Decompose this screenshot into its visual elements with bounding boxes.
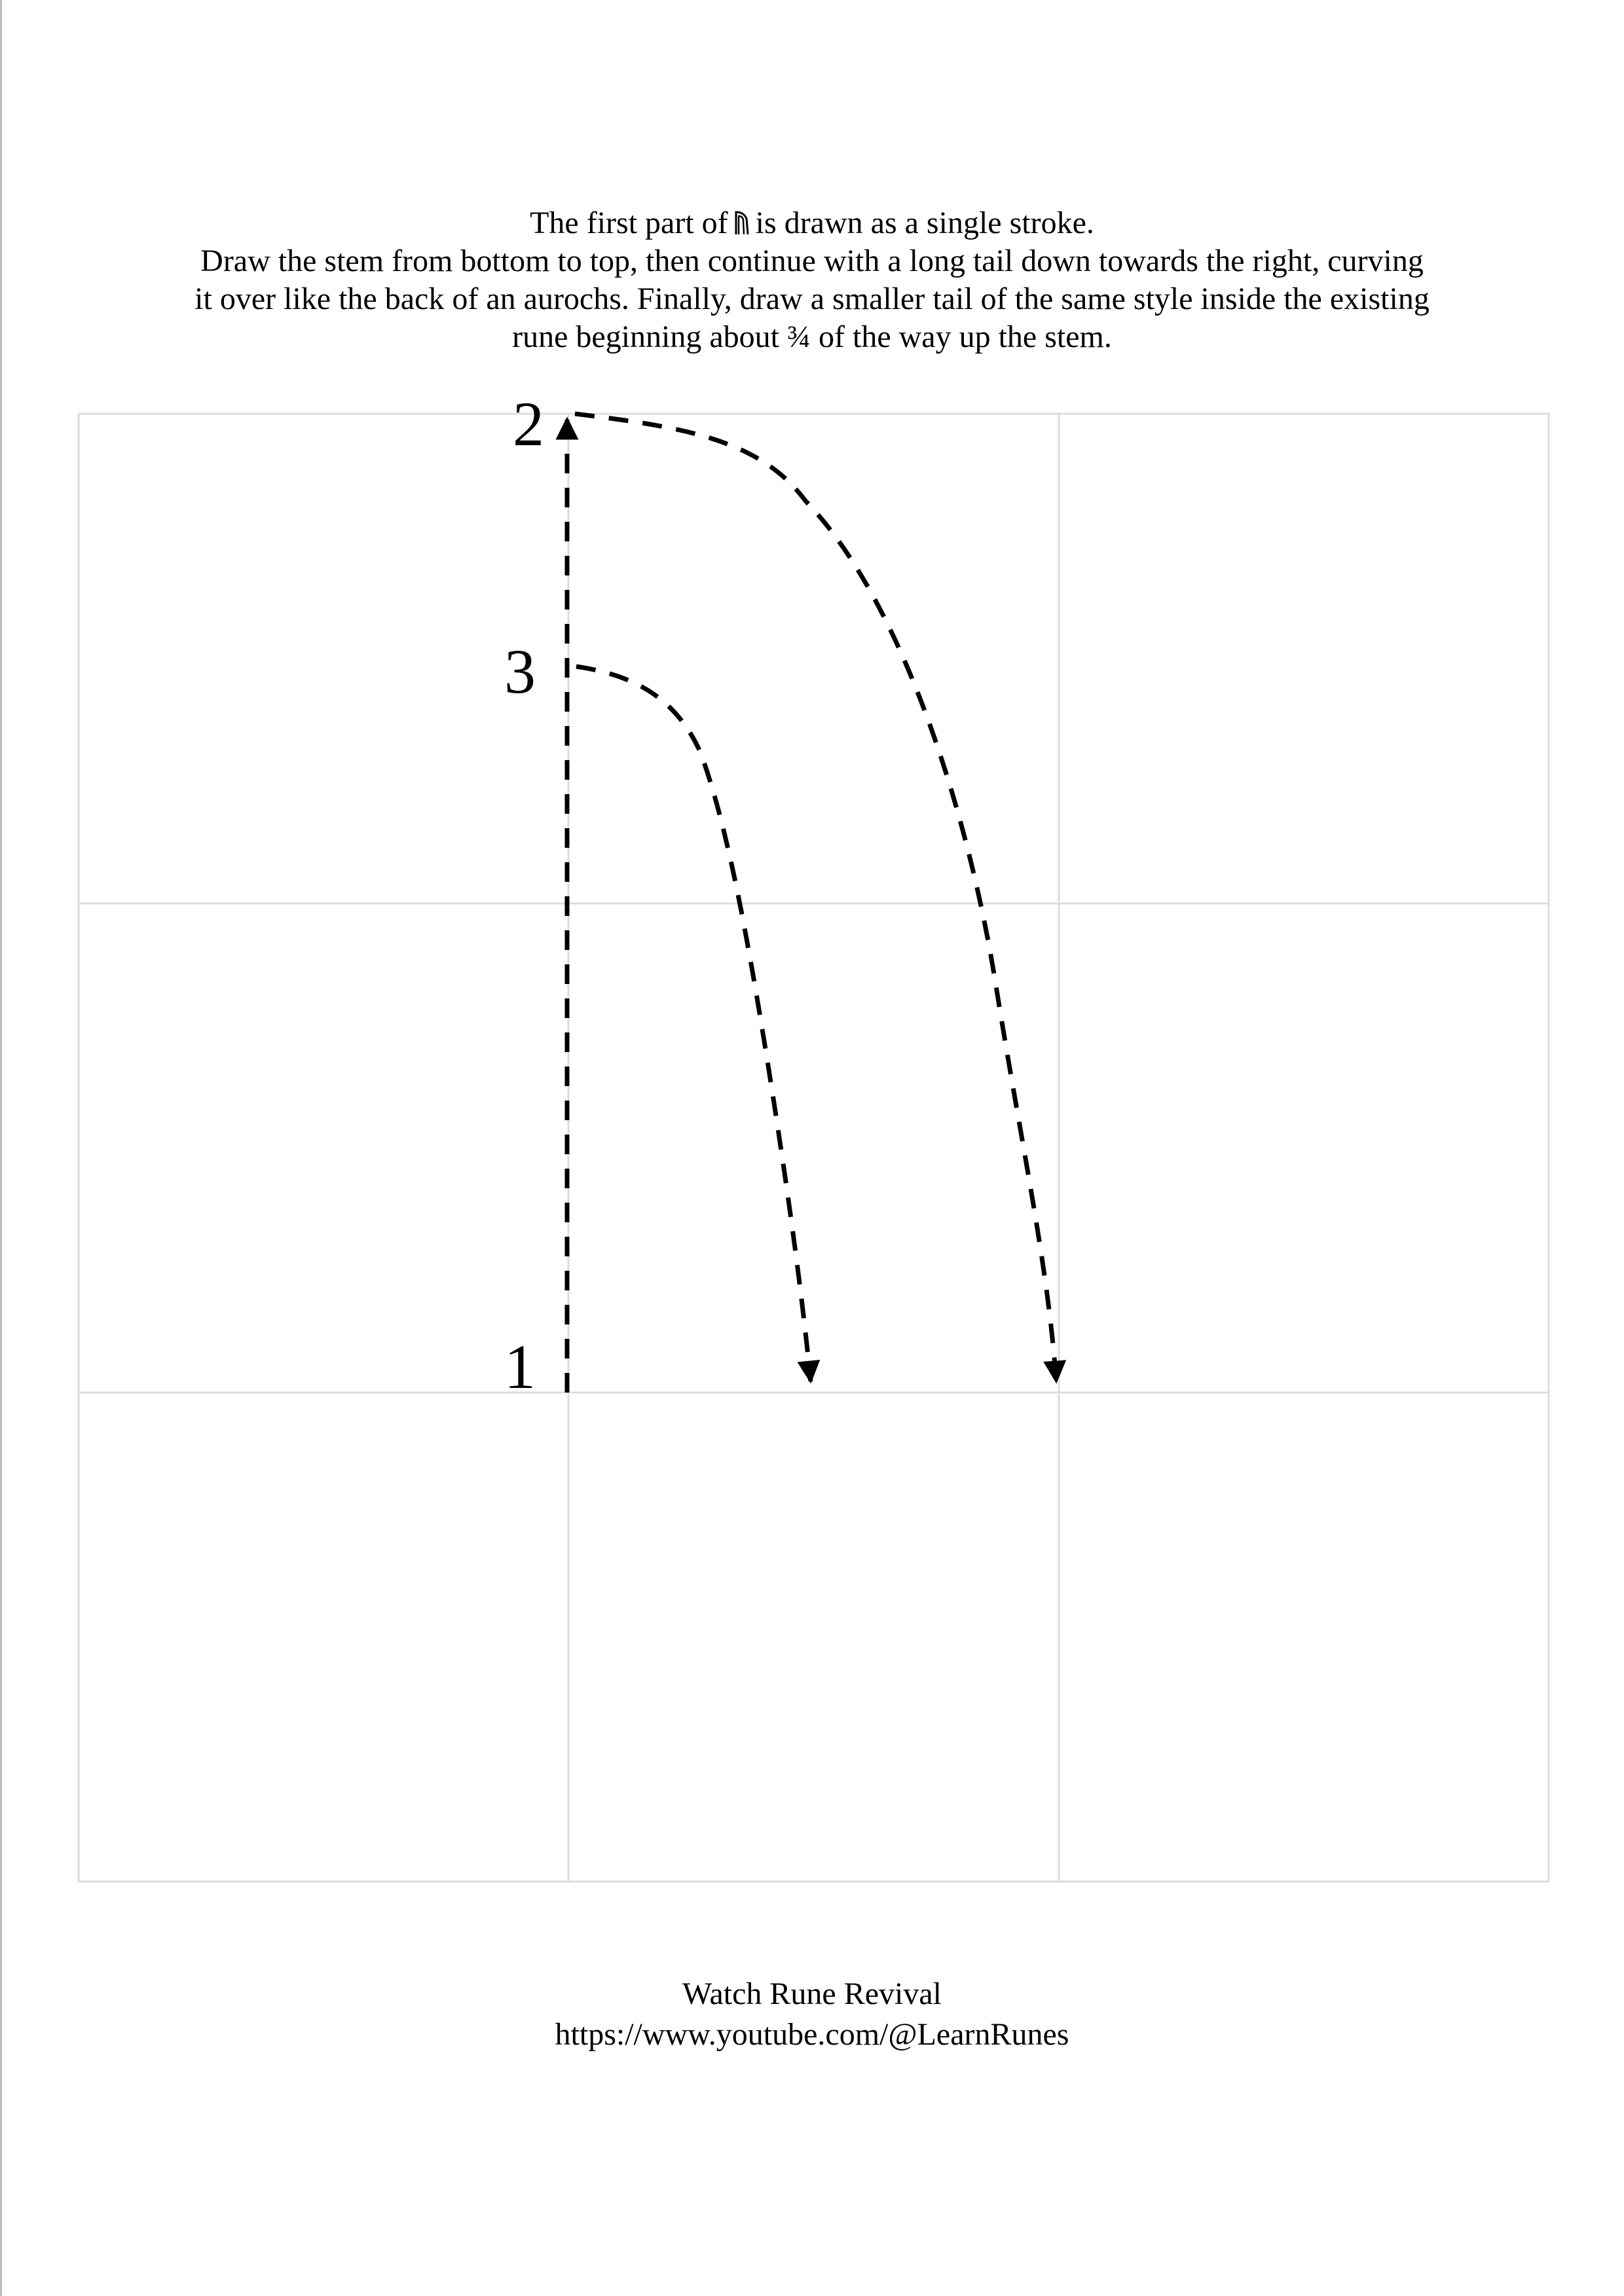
outer-tail-stroke	[574, 411, 1067, 1384]
instruction-line-2: Draw the stem from bottom to top, then c…	[200, 244, 1424, 278]
instruction-line-4: rune beginning about ¾ of the way up the…	[512, 319, 1112, 354]
stroke-label-top: 2	[513, 389, 544, 459]
footer-url[interactable]: https://www.youtube.com/@LearnRunes	[555, 2017, 1069, 2052]
page-left-edge	[0, 0, 2, 2296]
instruction-line-1-end: is drawn as a single stroke.	[755, 206, 1094, 240]
inner-tail-stroke	[576, 664, 821, 1384]
footer: Watch Rune Revival https://www.youtube.c…	[0, 1974, 1624, 2055]
footer-title: Watch Rune Revival	[682, 1977, 942, 2011]
ur-rune-icon	[735, 211, 749, 235]
practice-grid	[77, 412, 1550, 1883]
stroke-label-inner-start: 3	[504, 636, 536, 706]
stroke-label-start: 1	[504, 1332, 536, 1402]
instruction-line-1-start: The first part of	[530, 206, 728, 240]
instruction-line-1: The first part of is drawn as a single s…	[131, 204, 1493, 242]
instruction-text: The first part of is drawn as a single s…	[131, 204, 1493, 356]
grid-outer-border	[77, 412, 1550, 1883]
instruction-line-3: it over like the back of an aurochs. Fin…	[194, 282, 1430, 316]
